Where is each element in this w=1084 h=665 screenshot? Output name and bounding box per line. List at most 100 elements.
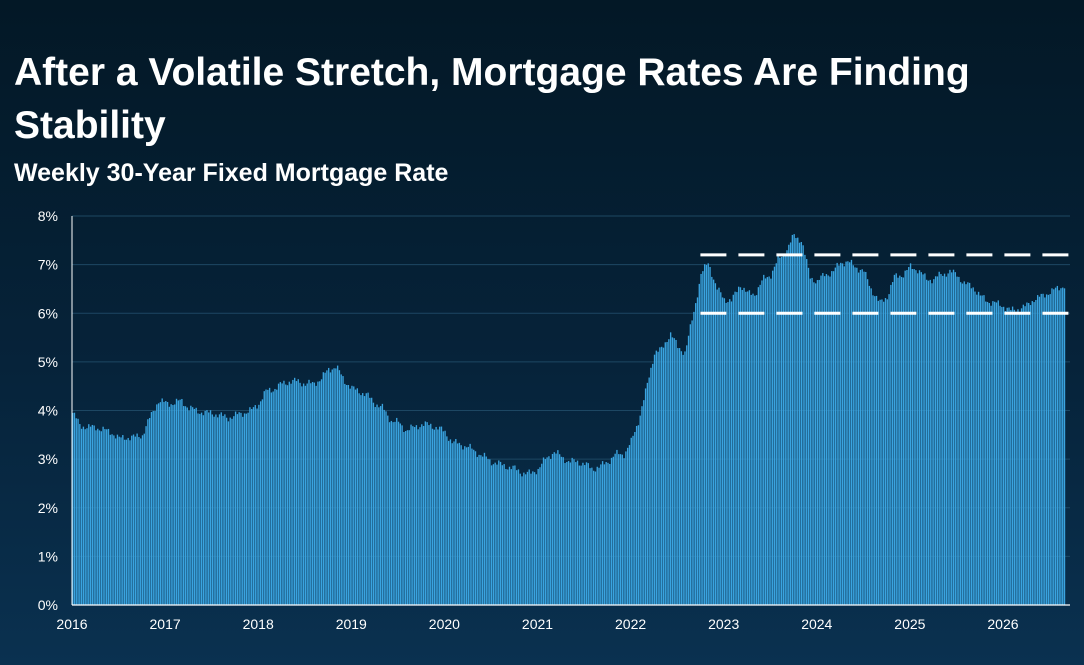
bar	[317, 381, 319, 605]
y-tick-label: 0%	[38, 597, 58, 613]
bar	[1008, 307, 1010, 605]
bar	[596, 466, 598, 605]
bar	[784, 256, 786, 605]
bar	[413, 427, 416, 605]
bar	[100, 431, 102, 605]
y-tick-labels: 0% 1% 2% 3% 4% 5% 6% 7% 8%	[38, 208, 58, 613]
bar	[657, 351, 659, 605]
bar	[725, 302, 727, 605]
bar	[82, 426, 85, 605]
bar	[168, 406, 171, 605]
bar	[481, 456, 484, 605]
bar	[236, 414, 239, 605]
bar	[763, 274, 765, 605]
bar	[138, 437, 140, 605]
bar	[261, 399, 264, 605]
bar	[736, 292, 738, 605]
bar	[415, 425, 418, 605]
bar	[560, 456, 563, 605]
bar	[403, 431, 405, 605]
bar	[664, 342, 666, 605]
bar	[929, 279, 931, 605]
bar	[764, 278, 767, 605]
bar	[566, 461, 568, 605]
bar	[895, 273, 897, 605]
bar	[455, 438, 457, 605]
bar	[625, 451, 627, 605]
bar	[456, 443, 459, 605]
bar	[891, 282, 894, 605]
bar	[852, 265, 854, 605]
y-tick-label: 4%	[38, 403, 58, 419]
bar	[1036, 295, 1039, 605]
bar	[986, 301, 989, 605]
bar	[345, 385, 348, 605]
bar	[755, 295, 758, 605]
chart-title: After a Volatile Stretch, Mortgage Rates…	[14, 51, 970, 147]
bar	[277, 383, 280, 605]
bar	[637, 425, 640, 605]
bar	[159, 402, 162, 605]
x-tick-label: 2021	[522, 616, 553, 632]
bar	[575, 462, 577, 605]
bar	[1060, 288, 1062, 605]
bar	[904, 270, 906, 605]
bar	[845, 261, 847, 605]
bar	[1031, 301, 1033, 605]
bar	[557, 450, 559, 605]
bar	[430, 423, 432, 605]
bar	[741, 289, 743, 605]
bar	[972, 287, 974, 605]
bar	[510, 469, 512, 605]
bar	[682, 354, 684, 605]
bar	[191, 407, 194, 605]
bar	[431, 428, 434, 605]
bar	[843, 266, 845, 605]
bar	[671, 337, 674, 605]
bar	[333, 368, 335, 605]
bar	[131, 435, 133, 605]
bar	[793, 234, 795, 605]
bar	[700, 273, 702, 605]
bar	[157, 403, 160, 605]
bar	[243, 413, 246, 605]
bar	[732, 294, 734, 605]
bar	[618, 454, 620, 605]
x-tick-label: 2020	[429, 616, 460, 632]
bar	[870, 288, 872, 605]
bar	[847, 261, 849, 605]
bar	[1053, 289, 1055, 605]
bar	[578, 465, 581, 605]
bar	[154, 410, 156, 605]
bar	[363, 396, 366, 605]
bar	[800, 242, 803, 605]
bar	[661, 346, 663, 605]
bar	[422, 425, 425, 605]
bar	[813, 282, 815, 605]
bar	[883, 301, 885, 605]
bar	[770, 278, 772, 605]
bar	[147, 419, 149, 605]
bar	[861, 269, 863, 605]
bar	[374, 407, 376, 605]
bar	[143, 433, 145, 605]
bar	[594, 471, 597, 605]
bar	[1063, 288, 1066, 605]
bar	[224, 414, 226, 605]
bar	[678, 348, 681, 605]
bar	[798, 242, 801, 605]
bar	[242, 416, 244, 605]
bar	[809, 278, 811, 605]
bar	[542, 457, 545, 605]
bar	[521, 476, 523, 605]
x-tick-label: 2024	[801, 616, 832, 632]
bar	[666, 342, 668, 605]
bar	[707, 263, 709, 605]
bar	[453, 441, 455, 605]
bar	[342, 376, 344, 605]
bar	[976, 294, 978, 605]
bar	[274, 388, 276, 605]
bar	[473, 449, 475, 605]
bar	[746, 291, 749, 605]
bar	[992, 301, 994, 605]
